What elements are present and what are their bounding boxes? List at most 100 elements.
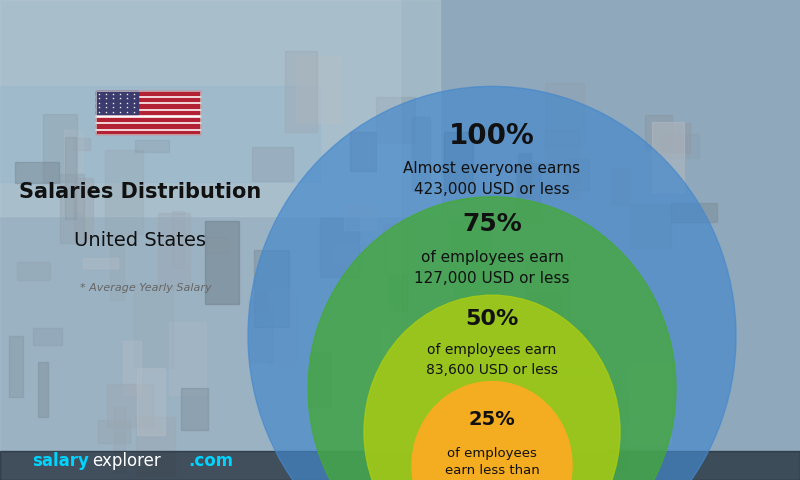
Bar xyxy=(646,115,673,150)
Bar xyxy=(252,147,293,181)
Text: salary: salary xyxy=(32,452,89,470)
Bar xyxy=(380,327,390,371)
Bar xyxy=(516,163,541,221)
Bar xyxy=(83,258,118,268)
Bar xyxy=(205,237,227,253)
Bar xyxy=(96,98,200,101)
Text: Almost everyone earns
423,000 USD or less: Almost everyone earns 423,000 USD or les… xyxy=(403,161,581,197)
Bar xyxy=(569,381,617,442)
Bar xyxy=(105,150,142,234)
Bar xyxy=(531,294,562,315)
Bar xyxy=(254,251,289,327)
Bar xyxy=(610,449,628,469)
Text: 25%: 25% xyxy=(469,410,515,429)
Text: of employees earn
127,000 USD or less: of employees earn 127,000 USD or less xyxy=(414,250,570,286)
Bar xyxy=(138,368,166,435)
Bar xyxy=(389,275,407,310)
Text: .com: .com xyxy=(188,452,233,470)
Bar xyxy=(652,122,684,192)
Bar xyxy=(344,205,375,230)
Bar xyxy=(43,114,77,182)
Bar xyxy=(114,407,125,472)
Text: explorer: explorer xyxy=(92,452,161,470)
Bar xyxy=(181,388,208,430)
Text: of employees
earn less than
60,300: of employees earn less than 60,300 xyxy=(445,447,539,480)
Text: * Average Yearly Salary: * Average Yearly Salary xyxy=(80,283,212,293)
Bar xyxy=(566,158,590,190)
Bar xyxy=(65,137,76,219)
Bar xyxy=(158,213,190,289)
Bar xyxy=(350,132,376,171)
Bar xyxy=(0,451,800,480)
Bar xyxy=(384,224,411,274)
Bar xyxy=(134,284,173,368)
Bar xyxy=(74,178,93,238)
Bar xyxy=(96,111,200,114)
Ellipse shape xyxy=(364,295,620,480)
Bar xyxy=(334,245,380,264)
Bar xyxy=(487,301,506,318)
Bar xyxy=(96,91,200,134)
Bar xyxy=(96,124,200,128)
Bar xyxy=(350,366,396,388)
Bar xyxy=(205,221,239,304)
Bar xyxy=(38,362,48,417)
Bar xyxy=(134,140,169,152)
Bar xyxy=(404,394,446,427)
Bar xyxy=(455,259,497,323)
Ellipse shape xyxy=(412,382,572,480)
Ellipse shape xyxy=(308,197,676,480)
Bar xyxy=(172,211,184,267)
Bar xyxy=(580,365,590,396)
Bar xyxy=(107,384,153,427)
Bar xyxy=(252,291,267,311)
Bar xyxy=(96,105,200,108)
Bar xyxy=(629,365,670,444)
Ellipse shape xyxy=(248,86,736,480)
Text: of employees earn
83,600 USD or less: of employees earn 83,600 USD or less xyxy=(426,344,558,377)
Bar xyxy=(0,0,400,480)
Bar xyxy=(565,369,580,425)
Bar xyxy=(450,219,490,279)
Bar xyxy=(412,117,430,192)
Bar xyxy=(320,218,359,276)
Bar xyxy=(532,403,560,450)
Bar xyxy=(502,352,515,433)
Bar xyxy=(310,353,330,407)
Text: 100%: 100% xyxy=(449,122,535,150)
Text: United States: United States xyxy=(74,230,206,250)
Bar xyxy=(630,204,671,248)
Bar xyxy=(96,91,138,114)
Bar xyxy=(526,259,569,322)
Bar xyxy=(531,363,579,440)
Bar xyxy=(442,437,466,450)
Bar xyxy=(562,330,588,373)
Text: 75%: 75% xyxy=(462,212,522,236)
Bar xyxy=(10,336,22,397)
Bar xyxy=(136,417,175,477)
Bar xyxy=(64,130,82,211)
Bar xyxy=(671,203,717,222)
Bar xyxy=(110,237,124,300)
Bar xyxy=(626,399,646,420)
Text: Salaries Distribution: Salaries Distribution xyxy=(19,182,261,202)
Bar xyxy=(285,51,317,132)
Text: 50%: 50% xyxy=(466,310,518,329)
Bar xyxy=(96,131,200,134)
Bar xyxy=(96,118,200,121)
Bar xyxy=(96,91,200,95)
Bar xyxy=(353,306,392,366)
Bar xyxy=(376,96,415,143)
Bar xyxy=(0,86,320,182)
Bar xyxy=(169,323,206,395)
Bar xyxy=(34,328,62,346)
Bar xyxy=(500,331,535,407)
Bar xyxy=(534,400,546,474)
Bar xyxy=(123,341,142,395)
Bar xyxy=(444,132,473,191)
Bar xyxy=(611,168,630,205)
Bar xyxy=(546,130,579,199)
Bar xyxy=(660,134,699,158)
Bar xyxy=(0,0,440,216)
Bar xyxy=(249,300,272,362)
